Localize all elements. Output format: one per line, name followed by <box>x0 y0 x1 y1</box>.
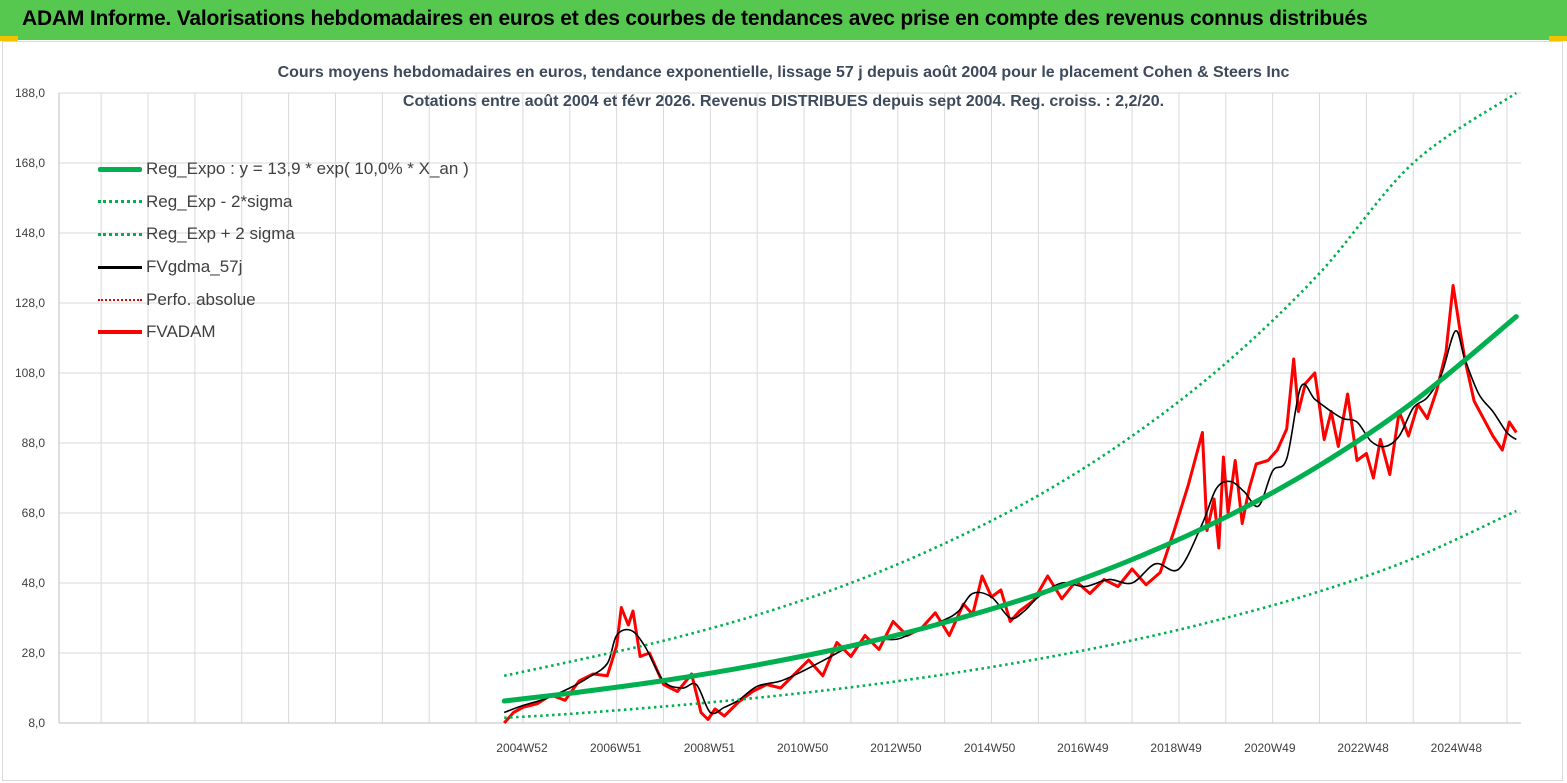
x-tick-label: 2008W51 <box>684 741 736 755</box>
x-tick-label: 2014W50 <box>964 741 1016 755</box>
chart-frame <box>2 41 1563 781</box>
y-tick-label: 28,0 <box>22 646 46 660</box>
banner-accent-right <box>1549 36 1567 41</box>
legend-swatch-fvadam <box>98 327 142 337</box>
series-line-fvadam <box>503 284 1518 724</box>
legend-label: FVADAM <box>146 322 216 342</box>
x-tick-label: 2012W50 <box>870 741 922 755</box>
legend-item-reg-exp-minus: Reg_Exp - 2*sigma <box>98 186 469 219</box>
legend-label: Perfo. absolue <box>146 289 256 309</box>
legend-item-perfo: Perfo. absolue <box>98 283 469 316</box>
chart-subtitle: Cotations entre août 2004 et févr 2026. … <box>402 93 1165 110</box>
y-tick-label: 8,0 <box>28 716 45 730</box>
legend-label: FVgdma_57j <box>146 257 243 277</box>
legend-swatch-reg-exp-minus <box>98 197 142 207</box>
x-tick-label: 2018W49 <box>1150 741 1202 755</box>
legend-label: Reg_Exp + 2 sigma <box>146 224 295 244</box>
chart-legend: Reg_Expo : y = 13,9 * exp( 10,0% * X_an … <box>98 153 469 349</box>
y-tick-label: 88,0 <box>22 436 46 450</box>
legend-swatch-reg-exp-plus <box>98 229 142 239</box>
y-tick-label: 168,0 <box>15 156 45 170</box>
y-tick-label: 128,0 <box>15 296 45 310</box>
series-line-fvgdma-57j <box>503 330 1517 715</box>
series-line-reg-exp-2-sigma <box>503 91 1518 678</box>
y-tick-label: 108,0 <box>15 366 45 380</box>
x-tick-label: 2010W50 <box>777 741 829 755</box>
x-tick-label: 2004W52 <box>496 741 548 755</box>
series-line-reg-exp-2-sigma <box>504 509 1517 720</box>
x-tick-label: 2020W49 <box>1244 741 1296 755</box>
chart-title: Cours moyens hebdomadaires en euros, ten… <box>277 64 1290 81</box>
legend-item-reg-exp-plus: Reg_Exp + 2 sigma <box>98 218 469 251</box>
legend-item-fvadam: FVADAM <box>98 316 469 349</box>
legend-swatch-perfo <box>98 295 142 305</box>
legend-swatch-fvgdma <box>98 262 142 272</box>
x-tick-label: 2006W51 <box>590 741 642 755</box>
y-tick-label: 188,0 <box>15 86 45 100</box>
legend-label: Reg_Expo : y = 13,9 * exp( 10,0% * X_an … <box>146 159 469 179</box>
legend-label: Reg_Exp - 2*sigma <box>146 191 293 211</box>
page-title: ADAM Informe. Valorisations hebdomadaire… <box>22 7 1368 30</box>
legend-item-fvgdma: FVgdma_57j <box>98 251 469 284</box>
axes: 188,0 168,0 148,0 128,0 108,0 88,0 68,0 48,0 28,… <box>15 86 1521 755</box>
y-tick-label: 68,0 <box>22 506 46 520</box>
y-tick-label: 48,0 <box>22 576 46 590</box>
legend-item-reg-expo: Reg_Expo : y = 13,9 * exp( 10,0% * X_an … <box>98 153 469 186</box>
legend-swatch-reg-expo <box>98 164 142 174</box>
series-lines <box>501 91 1519 724</box>
title-banner <box>0 0 1567 40</box>
y-tick-label: 148,0 <box>15 226 45 240</box>
x-tick-label: 2024W48 <box>1431 741 1483 755</box>
banner-accent-left <box>0 36 18 41</box>
series-line-reg-expo <box>501 314 1519 704</box>
x-tick-label: 2016W49 <box>1057 741 1109 755</box>
x-tick-label: 2022W48 <box>1337 741 1389 755</box>
